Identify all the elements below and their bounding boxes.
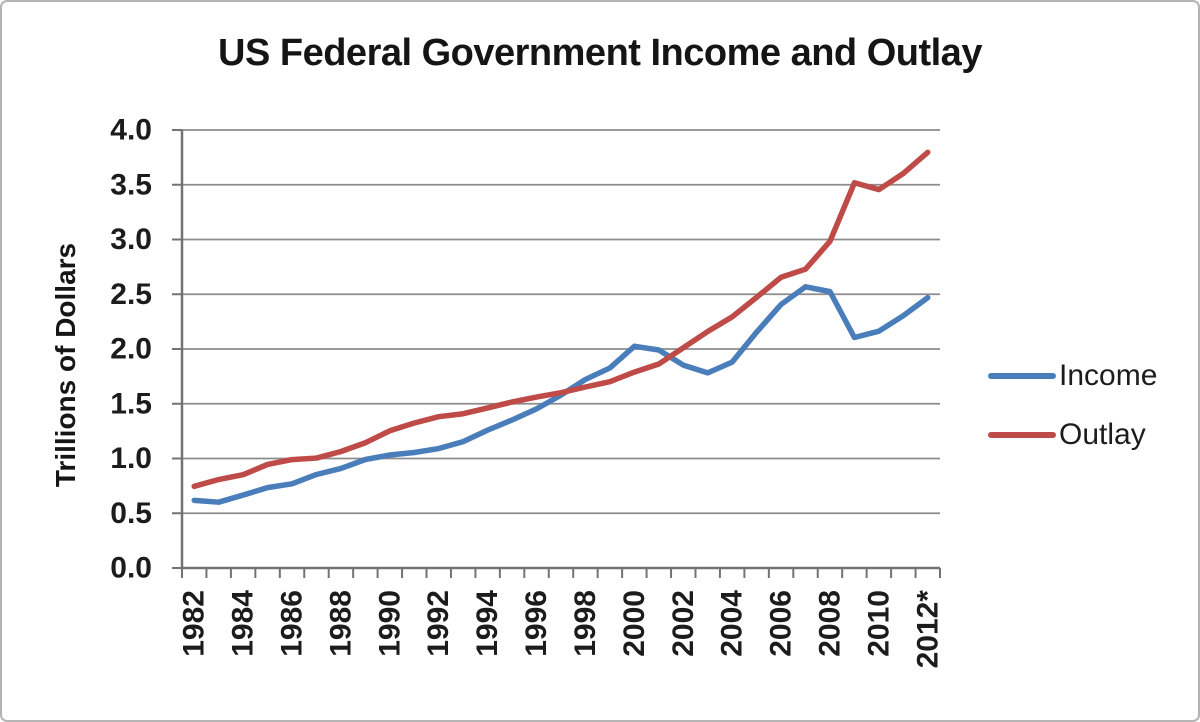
x-tick-label: 2000 [618,590,651,657]
y-tick-label: 4.0 [110,114,152,147]
income-line-swatch [988,373,1056,379]
x-tick-label: 2002 [667,590,700,657]
x-tick-label: 2006 [765,590,798,657]
y-tick-label: 2.5 [110,278,152,311]
y-tick-label: 3.5 [110,168,152,201]
y-tick-label: 0.0 [110,552,152,585]
x-tick-label: 2010 [862,590,895,657]
outlay-line [191,149,931,490]
y-tick-label: 1.5 [110,387,152,420]
x-tick-label: 2012* [911,590,944,669]
legend: Income Outlay [988,359,1157,477]
x-tick-label: 2004 [716,590,749,657]
x-tick-label: 1984 [227,590,260,657]
x-tick-label: 1990 [373,590,406,657]
x-tick-label: 1988 [324,590,357,657]
x-tick-label: 1982 [178,590,211,657]
outlay-line-swatch [988,432,1056,438]
x-tick-label: 1994 [471,590,504,657]
legend-item-income: Income [988,359,1157,393]
y-tick-label: 0.5 [110,497,152,530]
x-tick-label: 1992 [422,590,455,657]
legend-label-outlay: Outlay [1059,418,1146,451]
y-tick-label: 3.0 [110,223,152,256]
y-tick-label: 2.0 [110,333,152,366]
x-tick-label: 1996 [520,590,553,657]
x-tick-label: 1986 [276,590,309,657]
chart-title: US Federal Government Income and Outlay [218,32,982,74]
x-tick-label: 1998 [569,590,602,657]
legend-label-income: Income [1059,359,1158,392]
y-tick-label: 1.0 [110,442,152,475]
x-tick-label: 2008 [813,590,846,657]
legend-item-outlay: Outlay [988,418,1157,452]
